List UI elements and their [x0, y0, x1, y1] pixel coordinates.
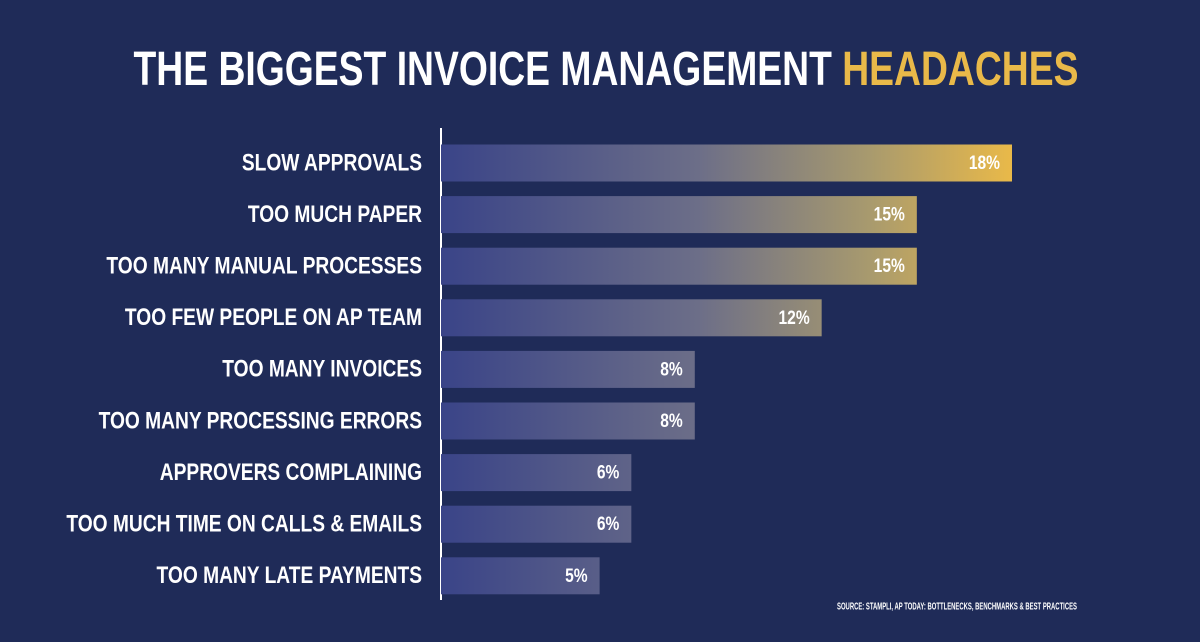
bar — [441, 350, 695, 388]
category-label: TOO FEW PEOPLE ON AP TEAM — [125, 303, 422, 331]
chart-title: THE BIGGEST INVOICE MANAGEMENT HEADACHES — [134, 43, 1079, 96]
category-label: TOO MANY INVOICES — [222, 355, 422, 383]
value-label: 6% — [597, 513, 620, 535]
category-label: TOO MANY PROCESSING ERRORS — [99, 406, 422, 434]
bar — [441, 505, 632, 543]
bar — [441, 247, 917, 285]
category-label: TOO MUCH PAPER — [248, 200, 422, 228]
value-label: 8% — [660, 358, 683, 380]
category-label: TOO MANY LATE PAYMENTS — [157, 561, 422, 589]
value-label: 12% — [779, 306, 810, 328]
value-label: 18% — [969, 152, 1000, 174]
category-label: SLOW APPROVALS — [242, 148, 422, 176]
source-note: SOURCE: STAMPLI, AP TODAY: BOTTLENECKS, … — [837, 602, 1077, 613]
value-label: 15% — [874, 203, 905, 225]
bar — [441, 454, 632, 492]
value-label: 15% — [874, 255, 905, 277]
bar — [441, 299, 822, 337]
bar — [441, 402, 695, 440]
title-highlight: HEADACHES — [842, 43, 1078, 96]
value-label: 5% — [565, 564, 588, 586]
value-label: 6% — [597, 461, 620, 483]
bar — [441, 144, 1012, 182]
title-main: THE BIGGEST INVOICE MANAGEMENT — [134, 43, 832, 96]
bar — [441, 196, 917, 234]
bar — [441, 557, 600, 595]
category-label: TOO MUCH TIME ON CALLS & EMAILS — [66, 509, 422, 537]
category-label: TOO MANY MANUAL PROCESSES — [106, 251, 422, 279]
value-label: 8% — [660, 410, 683, 432]
category-label: APPROVERS COMPLAINING — [160, 458, 422, 486]
